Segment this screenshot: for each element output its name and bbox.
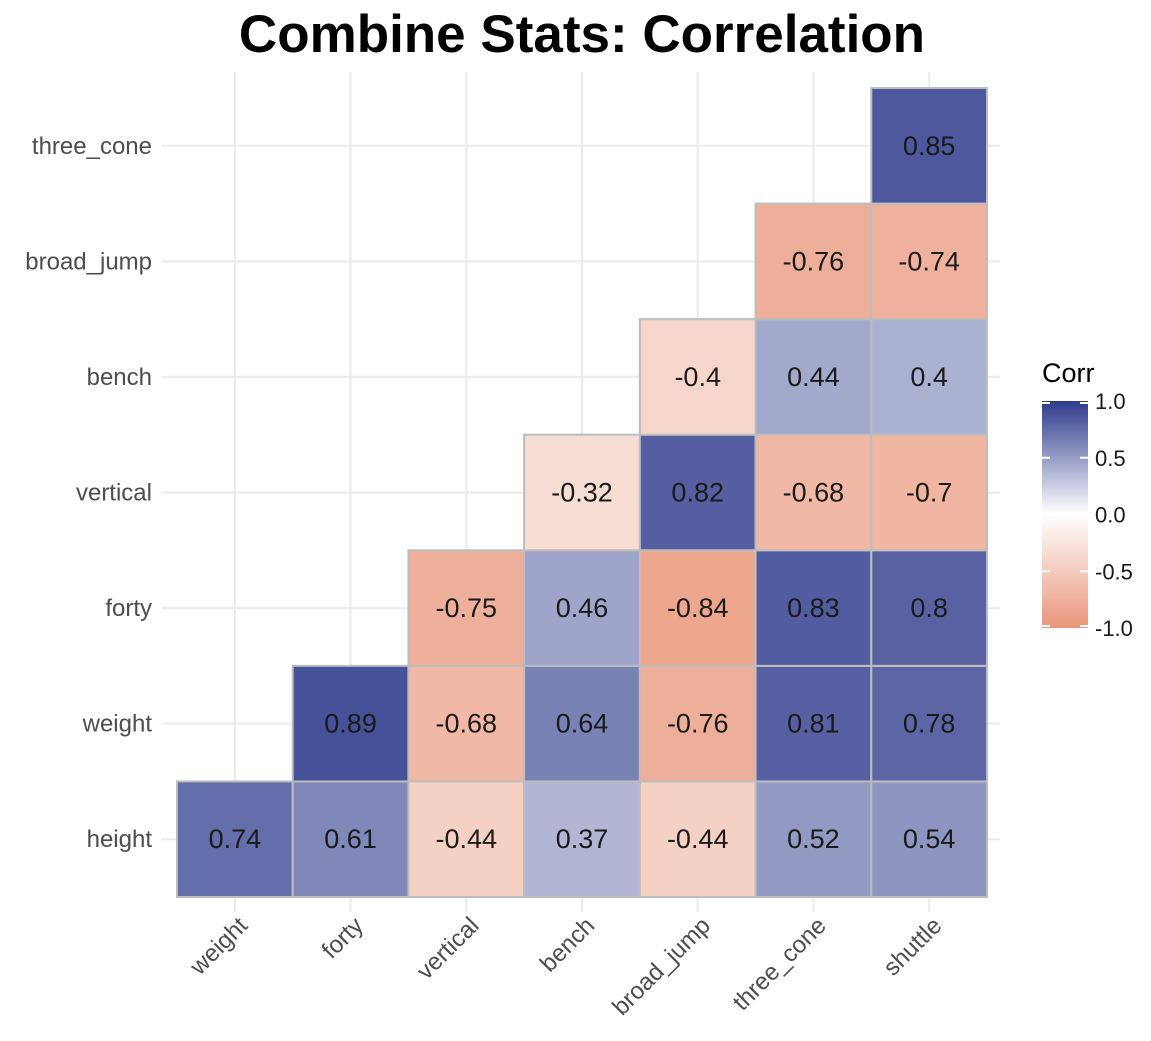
cell-value-label: -0.4 xyxy=(674,362,721,392)
cell-value-label: 0.83 xyxy=(787,593,840,623)
heatmap-cell xyxy=(638,318,757,436)
cell-value-label: 0.81 xyxy=(787,709,840,739)
heatmap-cell xyxy=(523,549,641,667)
heatmap-cell xyxy=(870,433,988,552)
cell-value-label: 0.8 xyxy=(910,593,948,623)
cell-value-label: -0.44 xyxy=(436,824,498,854)
heatmap-cell xyxy=(638,433,757,552)
y-axis: height weight forty vertical bench broad_jump… xyxy=(25,133,152,853)
cell-value-label: -0.74 xyxy=(898,246,960,276)
cell-value-label: 0.44 xyxy=(787,362,840,392)
x-axis: weight forty vertical bench broad_jump three_… xyxy=(184,912,947,1021)
heatmap-cells: 0.74 0.61 -0.44 0.37 -0.44 0.52 0.54 0.89 -0.68 0… xyxy=(176,87,988,899)
legend-tick-label: 0.0 xyxy=(1095,503,1126,528)
x-tick-label: shuttle xyxy=(878,912,947,981)
heatmap-cell xyxy=(754,549,873,667)
legend-tick-label: 0.5 xyxy=(1095,446,1126,471)
heatmap-cell xyxy=(523,780,641,899)
y-tick-label: bench xyxy=(87,364,152,391)
y-tick-label: weight xyxy=(82,711,153,738)
cell-value-label: 0.46 xyxy=(556,593,609,623)
cell-value-label: 0.78 xyxy=(903,709,956,739)
x-tick-label: forty xyxy=(317,912,369,964)
y-tick-label: three_cone xyxy=(32,133,152,160)
legend-tick-label: 1.0 xyxy=(1095,389,1126,414)
heatmap-cell xyxy=(870,664,988,783)
x-tick-label: bench xyxy=(535,912,600,977)
x-tick-label: vertical xyxy=(412,912,485,985)
heatmap-cell xyxy=(638,664,757,783)
cell-value-label: -0.76 xyxy=(667,709,729,739)
cell-value-label: 0.61 xyxy=(324,824,377,854)
heatmap-cell xyxy=(870,87,988,205)
cell-value-label: 0.85 xyxy=(903,131,956,161)
heatmap-cell xyxy=(754,202,873,321)
cell-value-label: 0.37 xyxy=(556,824,609,854)
heatmap-cell xyxy=(870,318,988,436)
cell-value-label: 0.54 xyxy=(903,824,956,854)
cell-value-label: 0.89 xyxy=(324,709,377,739)
cell-value-label: -0.32 xyxy=(551,478,613,508)
cell-value-label: -0.68 xyxy=(783,478,845,508)
y-tick-label: broad_jump xyxy=(25,248,152,275)
x-tick-label: weight xyxy=(184,912,253,981)
legend-tick-label: -1.0 xyxy=(1095,616,1133,641)
cell-value-label: -0.84 xyxy=(667,593,729,623)
heatmap-cell xyxy=(754,780,873,899)
legend-ticks: 1.0 0.5 0.0 -0.5 -1.0 xyxy=(1042,389,1133,641)
cell-value-label: -0.75 xyxy=(436,593,498,623)
x-tick-label: three_cone xyxy=(728,912,832,1016)
y-tick-label: vertical xyxy=(76,480,152,507)
cell-value-label: -0.68 xyxy=(436,709,498,739)
heatmap-cell xyxy=(407,664,526,783)
cell-value-label: 0.52 xyxy=(787,824,840,854)
cell-value-label: -0.44 xyxy=(667,824,729,854)
chart-title: Combine Stats: Correlation xyxy=(239,5,925,64)
heatmap-cell xyxy=(407,549,526,667)
heatmap-cell xyxy=(407,780,526,899)
cell-value-label: 0.4 xyxy=(910,362,948,392)
legend: Corr 1.0 0.5 0.0 -0.5 -1.0 xyxy=(1042,358,1133,641)
legend-tick-label: -0.5 xyxy=(1095,559,1133,584)
heatmap-cell xyxy=(870,780,988,899)
y-tick-label: height xyxy=(87,826,153,853)
cell-value-label: 0.64 xyxy=(556,709,609,739)
cell-value-label: 0.74 xyxy=(209,824,262,854)
x-tick-label: broad_jump xyxy=(607,912,716,1021)
cell-value-label: -0.7 xyxy=(906,478,953,508)
heatmap-cell xyxy=(291,780,410,899)
legend-title: Corr xyxy=(1042,358,1095,388)
heatmap-cell xyxy=(638,549,757,667)
y-tick-label: forty xyxy=(105,595,152,622)
cell-value-label: 0.82 xyxy=(671,478,724,508)
cell-value-label: -0.76 xyxy=(783,246,845,276)
heatmap-cell xyxy=(870,202,988,321)
